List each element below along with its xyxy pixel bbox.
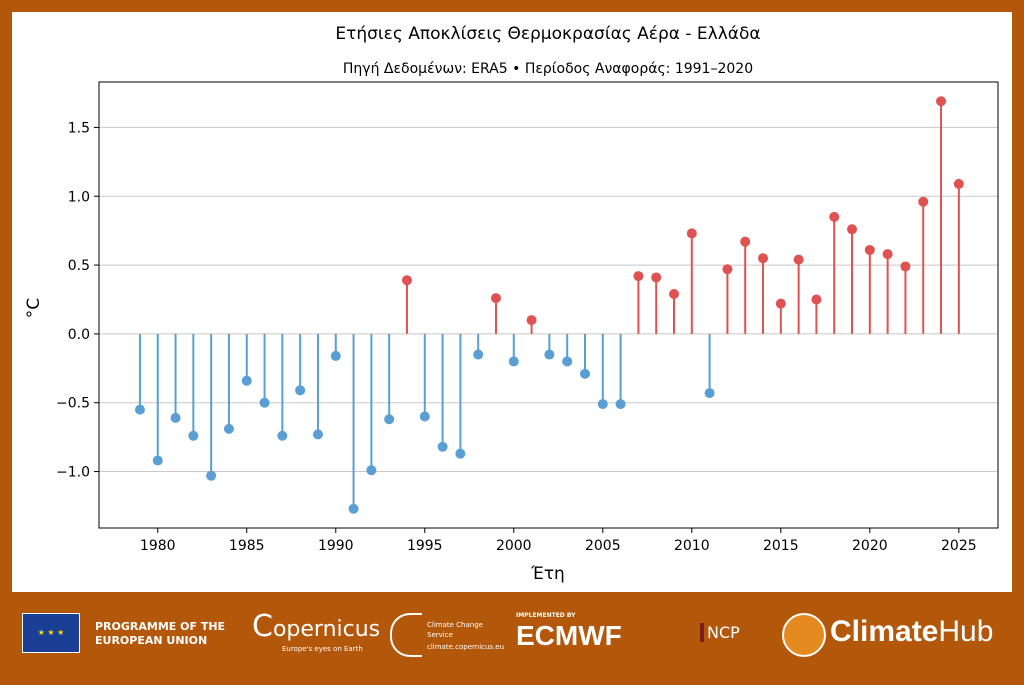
y-tick-label: 0.0 (68, 327, 90, 343)
y-tick-label: 0.5 (68, 258, 90, 274)
marker-1995 (419, 411, 430, 422)
marker-1991 (348, 503, 359, 514)
footer-logos: ★ ★ ★ PROGRAMME OF THE EUROPEAN UNION Co… (0, 595, 1024, 685)
marker-2004 (579, 368, 590, 379)
ecmwf-implemented: IMPLEMENTED BY (516, 612, 576, 619)
climatehub-logo: ClimateHub (830, 615, 994, 648)
marker-2000 (508, 356, 519, 367)
y-tick-label: −0.5 (56, 396, 90, 412)
marker-2014 (758, 253, 769, 264)
marker-2015 (775, 298, 786, 309)
marker-2024 (936, 96, 947, 107)
x-tick-label: 1990 (318, 538, 354, 554)
marker-2016 (793, 254, 804, 265)
marker-2023 (918, 196, 929, 207)
c3s-url: climate.copernicus.eu (427, 643, 505, 651)
eu-flag-logo: ★ ★ ★ (22, 613, 80, 653)
x-axis-label: Έτη (530, 564, 565, 584)
y-tick-label: −1.0 (56, 465, 90, 481)
marker-1984 (223, 423, 234, 434)
marker-1993 (384, 414, 395, 425)
y-tick-label: 1.5 (68, 120, 90, 136)
marker-2007 (633, 271, 644, 282)
anomaly-stem-chart: Ετήσιες Αποκλίσεις Θερμοκρασίας Αέρα - Ε… (24, 24, 999, 584)
marker-2017 (811, 294, 822, 305)
chart-subtitle: Πηγή Δεδομένων: ERA5 • Περίοδος Αναφοράς… (343, 61, 753, 77)
marker-1986 (259, 397, 270, 408)
marker-1979 (134, 404, 145, 415)
x-tick-label: 2000 (496, 538, 532, 554)
x-tick-label: 2015 (763, 538, 799, 554)
x-tick-label: 1985 (229, 538, 265, 554)
marker-1985 (241, 375, 252, 386)
x-tick-label: 2020 (852, 538, 888, 554)
marker-1992 (366, 465, 377, 476)
plot-frame (98, 81, 999, 529)
marker-2019 (847, 224, 858, 235)
marker-1980 (152, 455, 163, 466)
x-tick-label: 1980 (140, 538, 176, 554)
marker-2018 (829, 211, 840, 222)
marker-2021 (882, 249, 893, 260)
marker-2001 (526, 315, 537, 326)
marker-1997 (455, 448, 466, 459)
ncp-logo: NCP (700, 623, 740, 642)
c3s-text: Climate Change Service (427, 621, 483, 639)
c3s-logo (390, 613, 422, 657)
marker-1987 (277, 430, 288, 441)
marker-2002 (544, 349, 555, 360)
marker-1990 (330, 350, 341, 361)
y-axis-label: °C (24, 298, 44, 318)
marker-2009 (669, 288, 680, 299)
marker-1999 (490, 293, 501, 304)
chart-title: Ετήσιες Αποκλίσεις Θερμοκρασίας Αέρα - Ε… (335, 24, 760, 44)
marker-2010 (686, 228, 697, 239)
marker-2006 (615, 399, 626, 410)
chart-panel: Ετήσιες Αποκλίσεις Θερμοκρασίας Αέρα - Ε… (12, 12, 1012, 592)
marker-1982 (188, 430, 199, 441)
copernicus-tagline: Europe's eyes on Earth (282, 645, 363, 653)
marker-2003 (562, 356, 573, 367)
marker-1994 (401, 275, 412, 286)
marker-2008 (651, 272, 662, 283)
climatehub-icon (782, 613, 826, 657)
marker-2013 (740, 236, 751, 247)
marker-1998 (473, 349, 484, 360)
marker-1996 (437, 441, 448, 452)
copernicus-logo: Copernicus (252, 609, 381, 644)
x-tick-label: 2005 (585, 538, 621, 554)
marker-2012 (722, 264, 733, 275)
marker-2022 (900, 261, 911, 272)
marker-2020 (864, 244, 875, 255)
x-tick-label: 2010 (674, 538, 710, 554)
copernicus-text: opernicus (272, 617, 381, 642)
x-tick-label: 1995 (407, 538, 443, 554)
marker-2005 (597, 399, 608, 410)
marker-1981 (170, 412, 181, 423)
marker-2011 (704, 388, 715, 399)
ecmwf-logo: ECMWF (516, 620, 622, 651)
marker-1983 (206, 470, 217, 481)
marker-1989 (312, 429, 323, 440)
x-tick-label: 2025 (941, 538, 977, 554)
marker-2025 (953, 178, 964, 189)
marker-1988 (295, 385, 306, 396)
y-tick-label: 1.0 (68, 189, 90, 205)
eu-programme-text: PROGRAMME OF THE EUROPEAN UNION (95, 620, 226, 647)
